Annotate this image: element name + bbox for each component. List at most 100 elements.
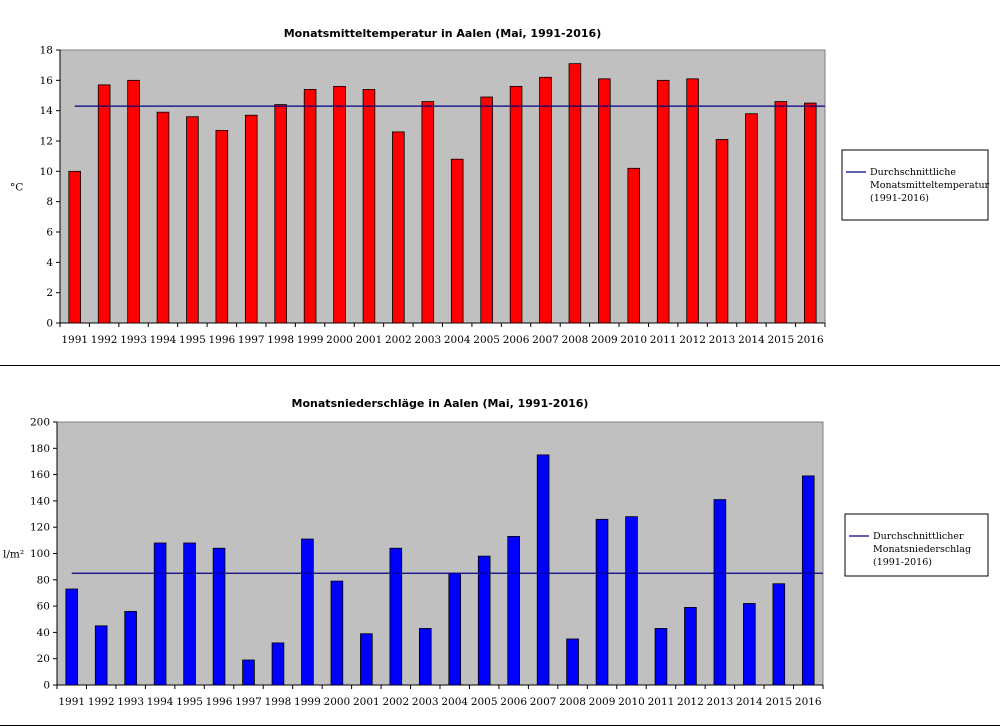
legend-text-precip: (1991-2016) <box>873 557 932 568</box>
bar-temp-2016 <box>804 102 817 324</box>
bar-precip-1991 <box>65 588 79 686</box>
legend-temp <box>841 149 989 221</box>
x-tick-label-precip: 2010 <box>618 696 645 708</box>
x-tick-label-temp: 2004 <box>444 334 471 346</box>
y-tick-label-precip: 60 <box>37 601 50 613</box>
chart-title-precip: Monatsniederschläge in Aalen (Mai, 1991-… <box>292 397 589 410</box>
legend-text-temp: (1991-2016) <box>870 193 929 204</box>
x-tick-label-precip: 2009 <box>589 696 616 708</box>
bar-precip-1997 <box>242 659 255 686</box>
x-tick-label-precip: 2006 <box>500 696 527 708</box>
x-tick-label-temp: 2008 <box>562 334 589 346</box>
x-tick-label-temp: 2002 <box>385 334 412 346</box>
x-tick-label-temp: 2003 <box>414 334 441 346</box>
bar-precip-2008 <box>566 638 579 686</box>
bar-temp-1992 <box>97 84 111 324</box>
bar-temp-2004 <box>450 158 464 324</box>
x-tick-label-precip: 2014 <box>736 696 763 708</box>
x-tick-label-precip: 2013 <box>707 696 734 708</box>
bar-precip-2001 <box>360 633 373 686</box>
x-tick-label-temp: 1999 <box>297 334 324 346</box>
bar-temp-2009 <box>598 78 611 324</box>
legend-text-precip: Monatsniederschlag <box>873 544 971 555</box>
x-tick-label-precip: 2004 <box>441 696 468 708</box>
bar-temp-2000 <box>333 86 346 324</box>
y-tick-label-temp: 8 <box>46 196 53 208</box>
x-tick-label-precip: 1994 <box>147 696 174 708</box>
x-tick-label-precip: 1992 <box>88 696 115 708</box>
x-tick-label-precip: 1997 <box>235 696 262 708</box>
bar-temp-1994 <box>156 111 170 324</box>
x-tick-label-temp: 2015 <box>767 334 794 346</box>
x-tick-label-temp: 2016 <box>797 334 824 346</box>
bar-precip-2006 <box>507 536 520 686</box>
bar-temp-2010 <box>627 167 641 324</box>
bar-precip-2010 <box>625 516 638 686</box>
y-tick-label-temp: 18 <box>40 45 53 57</box>
x-tick-label-precip: 2008 <box>559 696 586 708</box>
y-tick-label-temp: 0 <box>46 318 53 330</box>
y-tick-label-temp: 14 <box>40 105 54 117</box>
bar-precip-1992 <box>94 625 108 686</box>
bar-temp-2012 <box>686 78 699 324</box>
bar-temp-1991 <box>68 170 81 324</box>
y-tick-label-precip: 20 <box>37 653 50 665</box>
x-tick-label-temp: 1997 <box>238 334 265 346</box>
x-tick-label-temp: 1992 <box>91 334 118 346</box>
bar-precip-1994 <box>153 542 167 686</box>
y-tick-label-temp: 16 <box>40 75 54 87</box>
y-tick-label-precip: 120 <box>30 522 50 534</box>
x-tick-label-temp: 2000 <box>326 334 353 346</box>
x-tick-label-precip: 1991 <box>58 696 85 708</box>
bar-precip-2003 <box>418 628 432 686</box>
bar-temp-2014 <box>745 113 758 324</box>
bar-temp-2001 <box>362 89 376 324</box>
legend-precip <box>844 513 989 577</box>
y-tick-label-precip: 100 <box>30 548 50 560</box>
x-tick-label-precip: 1998 <box>265 696 292 708</box>
y-tick-label-temp: 6 <box>46 227 53 239</box>
x-tick-label-precip: 2003 <box>412 696 439 708</box>
bar-temp-2013 <box>715 139 729 324</box>
y-axis-label-precip: l/m² <box>3 549 24 561</box>
x-tick-label-temp: 1995 <box>179 334 206 346</box>
bar-precip-2014 <box>743 603 756 686</box>
x-tick-label-temp: 1996 <box>208 334 235 346</box>
x-tick-label-precip: 2011 <box>648 696 675 708</box>
y-tick-label-temp: 12 <box>40 136 53 148</box>
y-tick-label-temp: 10 <box>40 166 53 178</box>
bar-precip-2002 <box>389 547 403 686</box>
bar-precip-2000 <box>330 580 344 686</box>
x-tick-label-precip: 2005 <box>471 696 498 708</box>
x-tick-label-temp: 2007 <box>532 334 559 346</box>
bar-precip-2016 <box>801 475 815 686</box>
x-tick-label-precip: 1993 <box>117 696 144 708</box>
x-tick-label-precip: 2016 <box>795 696 822 708</box>
x-tick-label-temp: 1994 <box>150 334 177 346</box>
chart-title-temp: Monatsmitteltemperatur in Aalen (Mai, 19… <box>284 27 602 40</box>
x-tick-label-temp: 2013 <box>709 334 736 346</box>
x-tick-label-precip: 2002 <box>382 696 409 708</box>
x-tick-label-temp: 2005 <box>473 334 500 346</box>
y-tick-label-precip: 140 <box>30 495 50 507</box>
x-tick-label-precip: 1996 <box>206 696 233 708</box>
y-tick-label-precip: 40 <box>37 627 50 639</box>
bar-temp-1998 <box>274 104 287 324</box>
x-tick-label-precip: 1995 <box>176 696 203 708</box>
y-tick-label-precip: 200 <box>30 417 50 429</box>
x-tick-label-precip: 2007 <box>530 696 557 708</box>
bar-precip-2015 <box>772 583 786 686</box>
x-tick-label-temp: 2011 <box>650 334 677 346</box>
legend-text-precip: Durchschnittlicher <box>873 531 964 542</box>
x-tick-label-precip: 1999 <box>294 696 321 708</box>
y-tick-label-precip: 80 <box>37 574 50 586</box>
x-tick-label-temp: 2009 <box>591 334 618 346</box>
bar-precip-2007 <box>536 454 550 686</box>
bar-temp-2006 <box>509 86 523 324</box>
bar-precip-1996 <box>212 547 226 686</box>
x-tick-label-temp: 2001 <box>356 334 383 346</box>
x-tick-label-temp: 1991 <box>61 334 88 346</box>
y-tick-label-temp: 4 <box>46 257 53 269</box>
y-tick-label-precip: 0 <box>43 680 50 692</box>
bar-temp-2002 <box>392 131 405 324</box>
